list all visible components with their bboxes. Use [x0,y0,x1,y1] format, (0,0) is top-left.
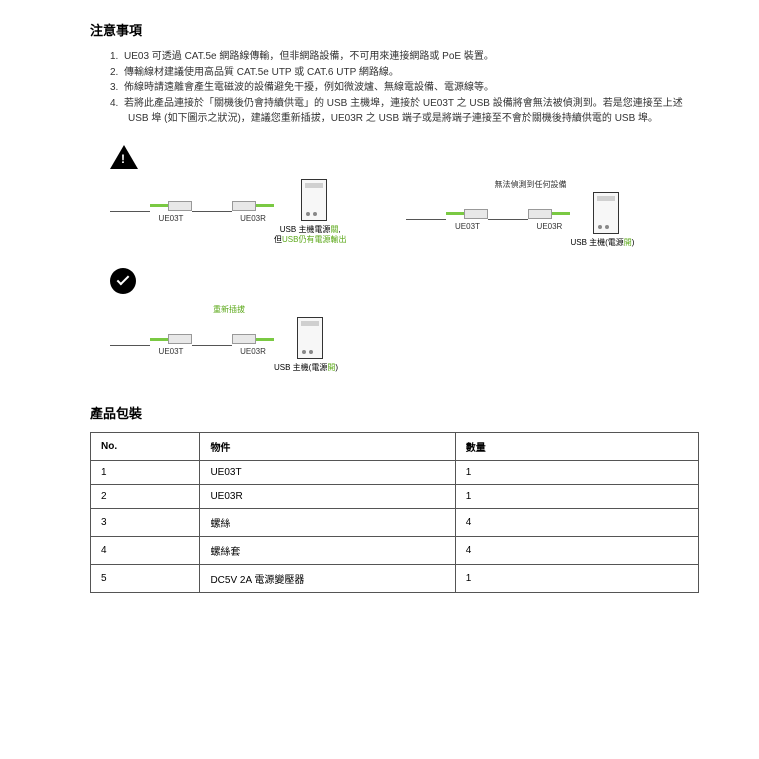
cell-no: 1 [91,461,200,485]
package-table: No. 物件 數量 1 UE03T 1 2 UE03R 1 3 螺絲 4 4 螺… [90,432,699,593]
tower-icon [301,179,327,221]
th-no: No. [91,433,200,461]
table-row: 2 UE03R 1 [91,485,699,509]
th-qty: 數量 [455,433,698,461]
tower-icon [297,317,323,359]
table-row: 5 DC5V 2A 電源變壓器 1 [91,565,699,593]
label-ue03r: UE03R [240,214,266,223]
note-text: UE03 可透過 CAT.5e 網路線傳輸，但非網路設備，不可用來連接網路或 P… [124,51,494,62]
table-row: 4 螺絲套 4 [91,537,699,565]
cell-qty: 4 [455,509,698,537]
note-item: 4.若將此產品連接於「關機後仍會持續供電」的 USB 主機埠，連接於 UE03T… [110,96,699,127]
device-ue03r [528,209,552,219]
th-item: 物件 [200,433,455,461]
label-ue03t: UE03T [159,347,184,356]
device-ue03t [168,334,192,344]
note-item: 3.佈線時請遠離會產生電磁波的設備避免干擾，例如微波爐、無線電設備、電源線等。 [110,80,699,96]
caption-host-off: USB 主機電源關, 但USB仍有電源輸出 [274,225,346,246]
cell-qty: 1 [455,565,698,593]
cell-qty: 1 [455,461,698,485]
table-row: 3 螺絲 4 [91,509,699,537]
diagram-block-3: 重新插拔 UE03T UE03R [110,304,338,373]
heading-package: 產品包裝 [90,403,699,422]
cell-no: 2 [91,485,200,509]
caption-host-on: USB 主機(電源開) [570,238,634,248]
label-no-detect: 無法偵測到任何設備 [406,179,606,190]
cell-item: UE03R [200,485,455,509]
tower-icon [593,192,619,234]
device-ue03r [232,201,256,211]
diagram-area: UE03T UE03R USB 主機電源關, 但USB仍有電源輸出 [110,145,699,374]
cell-qty: 1 [455,485,698,509]
notes-list: 1.UE03 可透過 CAT.5e 網路線傳輸，但非網路設備，不可用來連接網路或… [90,49,699,127]
diagram-block-2: 無法偵測到任何設備 UE03T UE03R [406,179,634,248]
check-icon [110,268,136,294]
cell-no: 3 [91,509,200,537]
cell-no: 4 [91,537,200,565]
device-ue03t [168,201,192,211]
label-replug: 重新插拔 [110,304,285,315]
label-ue03t: UE03T [455,222,480,231]
table-header-row: No. 物件 數量 [91,433,699,461]
note-text: 傳輸線材建議使用高品質 CAT.5e UTP 或 CAT.6 UTP 網路線。 [124,67,399,78]
cell-item: 螺絲 [200,509,455,537]
note-text: 若將此產品連接於「關機後仍會持續供電」的 USB 主機埠，連接於 UE03T 之… [124,98,683,125]
diagram-block-1: UE03T UE03R USB 主機電源關, 但USB仍有電源輸出 [110,179,346,248]
warning-icon [110,145,138,169]
diagram-row-ok: 重新插拔 UE03T UE03R [110,304,699,373]
heading-notes: 注意事項 [90,20,699,39]
label-ue03r: UE03R [537,222,563,231]
diagram-row-warning: UE03T UE03R USB 主機電源關, 但USB仍有電源輸出 [110,179,699,248]
note-text: 佈線時請遠離會產生電磁波的設備避免干擾，例如微波爐、無線電設備、電源線等。 [124,82,494,93]
cell-item: 螺絲套 [200,537,455,565]
table-row: 1 UE03T 1 [91,461,699,485]
cell-item: UE03T [200,461,455,485]
device-ue03r [232,334,256,344]
note-item: 2.傳輸線材建議使用高品質 CAT.5e UTP 或 CAT.6 UTP 網路線… [110,65,699,81]
caption-host-on-2: USB 主機(電源開) [274,363,338,373]
label-ue03t: UE03T [159,214,184,223]
cell-qty: 4 [455,537,698,565]
note-item: 1.UE03 可透過 CAT.5e 網路線傳輸，但非網路設備，不可用來連接網路或… [110,49,699,65]
cell-item: DC5V 2A 電源變壓器 [200,565,455,593]
label-ue03r: UE03R [240,347,266,356]
device-ue03t [464,209,488,219]
cell-no: 5 [91,565,200,593]
